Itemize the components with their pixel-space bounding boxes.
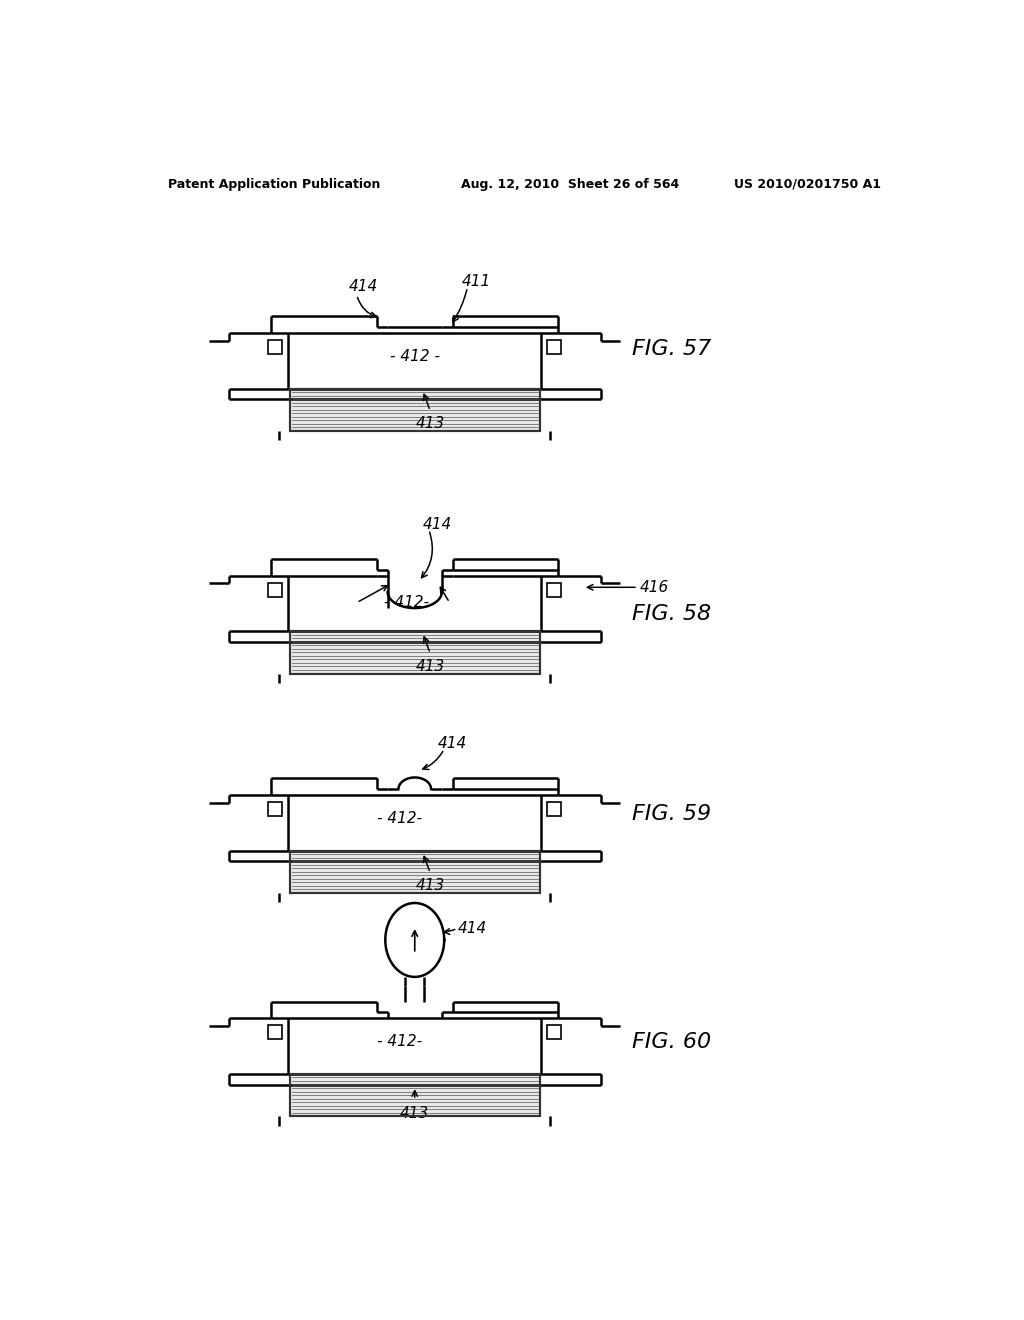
Text: 416: 416	[640, 579, 669, 595]
Text: - 412-: - 412-	[377, 810, 422, 826]
Text: FIG. 60: FIG. 60	[632, 1032, 711, 1052]
Bar	[290, 850, 540, 892]
Text: 414: 414	[423, 516, 452, 532]
Text: FIG. 58: FIG. 58	[632, 605, 711, 624]
Text: - 412-: - 412-	[377, 1034, 422, 1049]
Text: 413: 413	[416, 416, 444, 432]
Text: - 412 -: - 412 -	[390, 348, 439, 364]
Text: 413: 413	[400, 1106, 429, 1121]
Text: FIG. 59: FIG. 59	[632, 804, 711, 825]
Text: 413: 413	[416, 659, 444, 675]
Bar	[547, 582, 561, 597]
Bar	[290, 631, 540, 673]
Text: - 412-: - 412-	[384, 595, 429, 610]
Bar	[290, 388, 540, 430]
Bar	[290, 850, 540, 892]
Text: FIG. 57: FIG. 57	[632, 339, 711, 359]
Text: 413: 413	[416, 878, 444, 894]
Bar	[290, 1074, 540, 1117]
Text: US 2010/0201750 A1: US 2010/0201750 A1	[734, 178, 882, 190]
Text: 414: 414	[438, 737, 467, 751]
Bar	[268, 803, 283, 816]
Bar	[547, 341, 561, 354]
Bar	[290, 631, 540, 673]
Bar	[290, 388, 540, 430]
Bar	[547, 803, 561, 816]
Text: 414: 414	[349, 280, 378, 294]
Text: Patent Application Publication: Patent Application Publication	[168, 178, 381, 190]
Text: 411: 411	[461, 275, 490, 289]
Bar	[290, 1074, 540, 1117]
Text: 414: 414	[458, 921, 486, 936]
Bar	[268, 582, 283, 597]
Bar	[268, 341, 283, 354]
Bar	[268, 1026, 283, 1039]
Bar	[547, 1026, 561, 1039]
Text: Aug. 12, 2010  Sheet 26 of 564: Aug. 12, 2010 Sheet 26 of 564	[461, 178, 680, 190]
